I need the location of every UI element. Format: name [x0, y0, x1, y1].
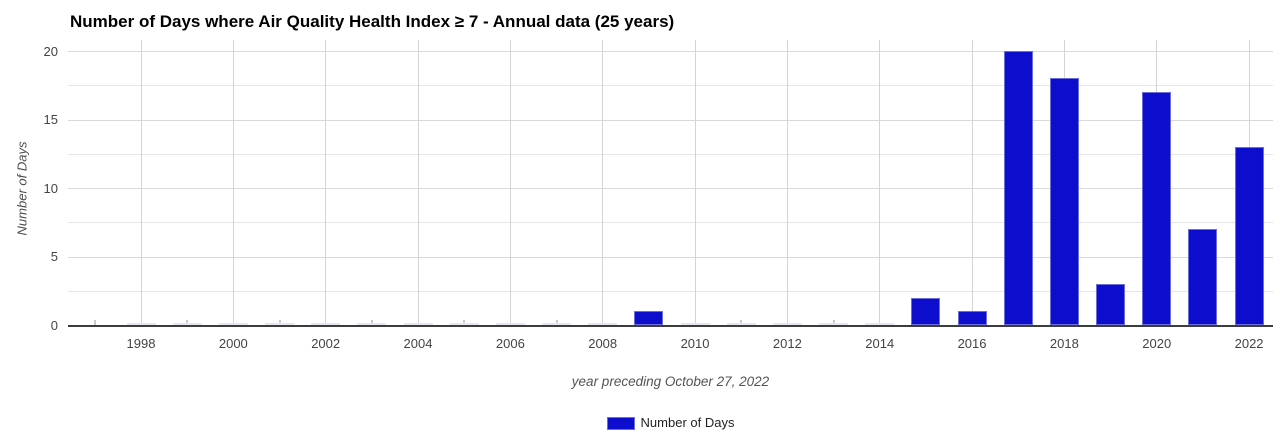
- bar-2020[interactable]: [1142, 92, 1172, 325]
- zero-bar-1998: [126, 322, 156, 325]
- bar-2015[interactable]: [911, 297, 941, 325]
- zero-bar-2013: [819, 322, 849, 325]
- y-tick-label: 10: [43, 180, 58, 196]
- zero-bar-2000: [218, 322, 248, 325]
- bar-2017[interactable]: [1003, 51, 1033, 325]
- zero-bar-2002: [311, 322, 341, 325]
- zero-bar-2004: [403, 322, 433, 325]
- legend-label: Number of Days: [640, 415, 735, 430]
- x-tick-label: 2006: [495, 336, 525, 351]
- vertical-gridline: [232, 40, 234, 325]
- x-tick-label: 2008: [588, 336, 618, 351]
- zero-bar-2001: [265, 322, 294, 325]
- x-minor-tick: [186, 319, 189, 325]
- major-gridline: [68, 256, 1273, 258]
- x-tick-label: 2010: [680, 336, 710, 351]
- x-tick-label: 2020: [1142, 336, 1172, 351]
- bar-2021[interactable]: [1188, 229, 1218, 325]
- x-tick-label: 2004: [403, 336, 433, 351]
- zero-bar-2006: [495, 322, 525, 325]
- x-minor-tick: [832, 319, 835, 325]
- x-tick-label: 2018: [1049, 336, 1079, 351]
- zero-bar-2005: [449, 322, 479, 325]
- major-gridline: [68, 51, 1273, 52]
- zero-bar-2014: [865, 322, 895, 325]
- zero-bar-2008: [588, 322, 618, 325]
- x-minor-tick: [740, 319, 743, 325]
- zero-bar-2010: [680, 322, 710, 325]
- zero-bar-2012: [772, 322, 802, 325]
- x-axis-line: [68, 324, 1273, 327]
- bar-2019[interactable]: [1096, 283, 1126, 325]
- vertical-gridline: [140, 40, 142, 325]
- vertical-gridline: [417, 40, 419, 325]
- minor-gridline: [68, 222, 1273, 224]
- x-minor-tick: [555, 319, 558, 325]
- vertical-gridline: [509, 40, 511, 325]
- x-minor-tick: [93, 319, 96, 325]
- x-tick-label: 2012: [772, 336, 802, 351]
- y-tick-label: 5: [50, 249, 58, 264]
- x-axis-title: year preceding October 27, 2022: [571, 374, 770, 389]
- zero-bar-2011: [726, 322, 756, 325]
- x-tick-label: 2016: [957, 336, 987, 351]
- vertical-gridline: [879, 40, 881, 325]
- x-minor-tick: [370, 319, 373, 325]
- zero-bar-2003: [357, 322, 387, 325]
- bar-2018[interactable]: [1049, 78, 1079, 325]
- minor-gridline: [68, 85, 1273, 87]
- x-tick-label: 2022: [1234, 336, 1264, 351]
- major-gridline: [68, 119, 1273, 121]
- y-tick-label: 20: [43, 43, 58, 59]
- chart-title: Number of Days where Air Quality Health …: [70, 12, 675, 31]
- zero-bar-2007: [542, 322, 572, 325]
- vertical-gridline: [971, 40, 973, 325]
- minor-gridline: [68, 153, 1273, 155]
- y-tick-label: 0: [50, 317, 58, 333]
- bar-2009[interactable]: [634, 311, 664, 325]
- legend: Number of Days: [68, 414, 1273, 431]
- major-gridline: [68, 188, 1273, 189]
- bar-2016[interactable]: [957, 311, 987, 325]
- minor-gridline: [68, 290, 1273, 292]
- zero-bar-1999: [172, 322, 202, 325]
- x-minor-tick: [278, 319, 281, 325]
- y-tick-label: 15: [43, 112, 58, 127]
- x-tick-label: 2000: [218, 336, 248, 351]
- x-tick-label: 2002: [311, 336, 341, 351]
- vertical-gridline: [602, 40, 604, 325]
- vertical-gridline: [786, 40, 788, 325]
- x-minor-tick: [463, 319, 466, 325]
- bar-2022[interactable]: [1234, 146, 1264, 325]
- vertical-gridline: [325, 40, 327, 325]
- legend-swatch: [606, 417, 635, 430]
- x-tick-label: 2014: [865, 336, 895, 351]
- vertical-gridline: [694, 40, 696, 325]
- x-tick-label: 1998: [126, 336, 156, 351]
